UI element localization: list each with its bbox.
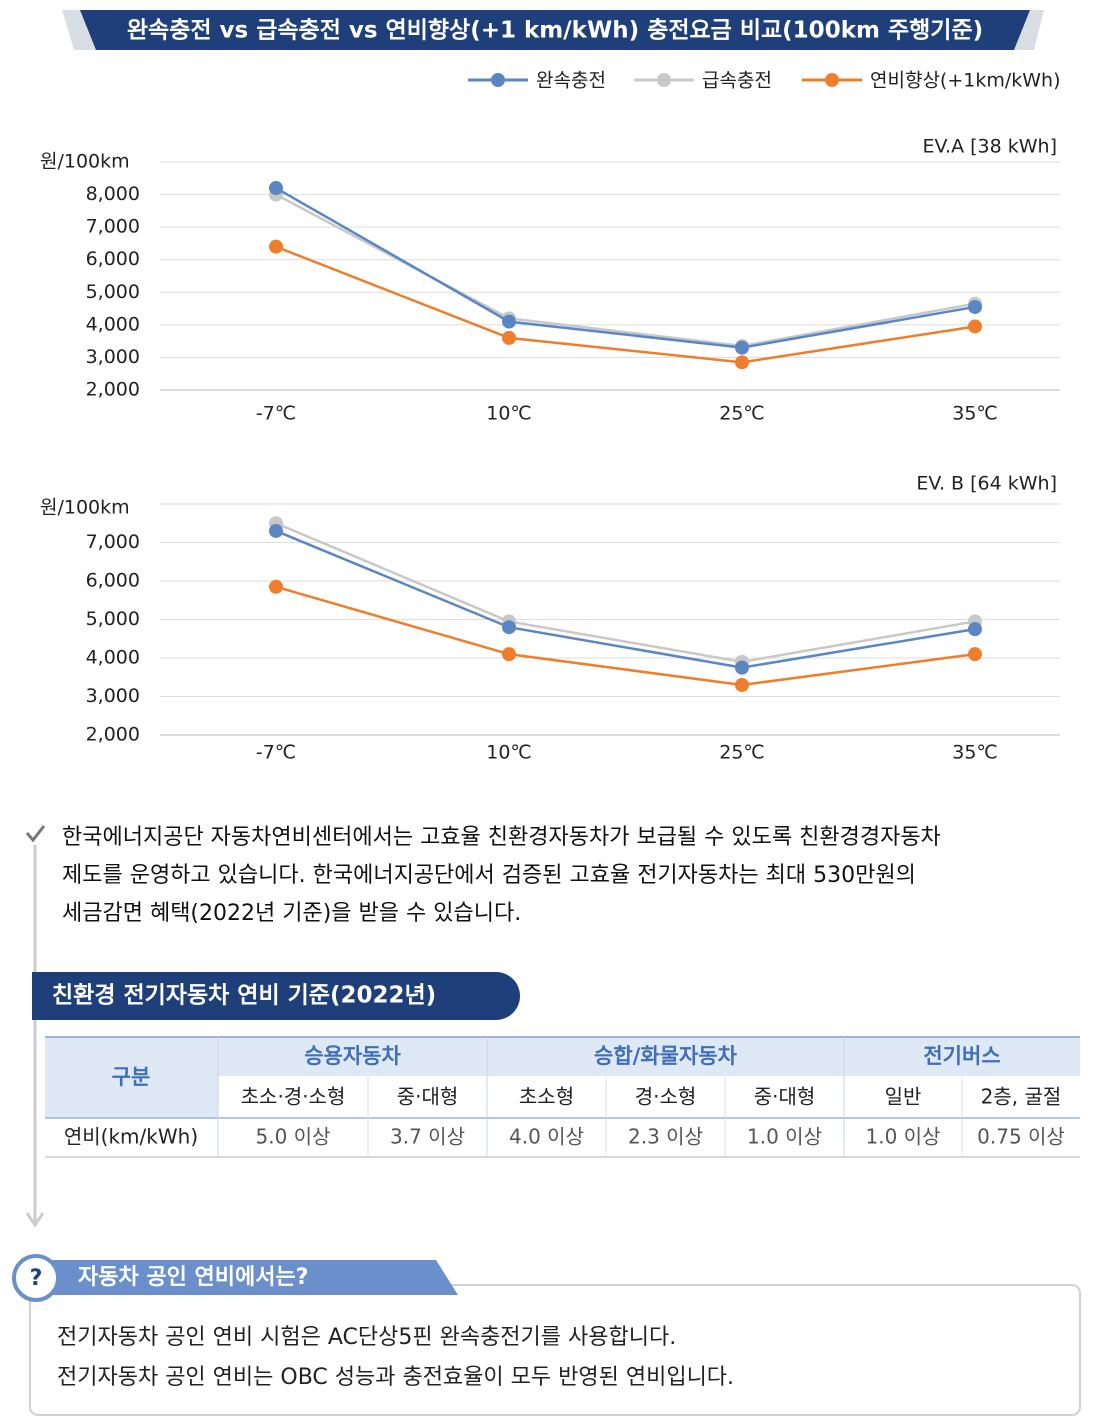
table-column: 중·대형 xyxy=(397,1085,459,1109)
y-tick-label: 5,000 xyxy=(86,608,140,630)
page-title: 완속충전 vs 급속충전 vs 연비향상(+1 km/kWh) 충전요금 비교(… xyxy=(127,18,983,44)
data-point xyxy=(269,239,283,254)
qa-line: 전기자동차 공인 연비는 OBC 성능과 충전효율이 모두 반영된 연비입니다. xyxy=(57,1365,734,1390)
notice-line: 제도를 운영하고 있습니다. 한국에너지공단에서 검증된 고효율 전기자동차는 … xyxy=(62,863,916,888)
table-column: 일반 xyxy=(885,1085,922,1109)
check-icon xyxy=(25,825,46,843)
table-column: 초소형 xyxy=(519,1085,574,1109)
table-cell: 4.0 이상 xyxy=(509,1125,584,1149)
qa-line: 전기자동차 공인 연비 시험은 AC단상5핀 완속충전기를 사용합니다. xyxy=(57,1325,676,1350)
y-tick-label: 7,000 xyxy=(86,216,140,238)
title-banner xyxy=(80,10,1030,50)
table-subheader-bg xyxy=(218,1078,1080,1118)
table-column: 중·대형 xyxy=(754,1085,816,1109)
data-point xyxy=(968,299,982,314)
y-tick-label: 8,000 xyxy=(86,183,140,205)
section-bar xyxy=(32,972,520,1020)
qa-box xyxy=(29,1284,1081,1416)
table-cell: 1.0 이상 xyxy=(866,1125,941,1149)
legend-label: 완속충전 xyxy=(536,70,606,92)
series-line xyxy=(275,193,976,348)
y-tick-label: 4,000 xyxy=(86,313,140,335)
chart-subtitle: EV. B [64 kWh] xyxy=(916,473,1057,495)
x-tick-label: 35℃ xyxy=(952,742,998,764)
table-group: 전기버스 xyxy=(923,1044,1000,1068)
x-tick-label: -7℃ xyxy=(256,403,296,425)
x-tick-label: 25℃ xyxy=(719,403,765,425)
data-point xyxy=(735,355,749,370)
legend-marker xyxy=(825,73,839,87)
axis-unit: 원/100km xyxy=(40,497,130,519)
data-point xyxy=(735,340,749,355)
table-cell: 2.3 이상 xyxy=(628,1125,703,1149)
qa-title: 자동차 공인 연비에서는? xyxy=(78,1265,308,1290)
table-column: 경·소형 xyxy=(635,1085,697,1109)
legend-marker xyxy=(657,73,671,87)
qa-icon-text: ? xyxy=(30,1266,43,1291)
data-point xyxy=(502,647,516,662)
data-point xyxy=(735,677,749,692)
guide-arrow xyxy=(25,1212,45,1228)
legend: 완속충전 급속충전 연비향상(+1km/kWh) xyxy=(468,70,1061,92)
y-tick-label: 3,000 xyxy=(86,346,140,368)
series-line xyxy=(275,529,976,669)
legend-label: 연비향상(+1km/kWh) xyxy=(870,70,1061,92)
table-group: 승용자동차 xyxy=(304,1044,401,1068)
table-cell: 5.0 이상 xyxy=(256,1125,331,1149)
legend-label: 급속충전 xyxy=(702,70,772,92)
data-point xyxy=(968,622,982,637)
x-tick-label: 25℃ xyxy=(719,742,765,764)
y-tick-label: 5,000 xyxy=(86,281,140,303)
table-group: 승합/화물자동차 xyxy=(594,1044,738,1068)
chart: 원/100km EV.A [38 kWh] 2,000 3,000 4,000 5,000… xyxy=(40,136,1060,425)
x-tick-label: 10℃ xyxy=(486,742,532,764)
table-column: 2층, 굴절 xyxy=(981,1085,1062,1109)
data-point xyxy=(502,330,516,345)
y-tick-label: 6,000 xyxy=(86,570,140,592)
notice-line: 세금감면 혜택(2022년 기준)을 받을 수 있습니다. xyxy=(62,901,521,926)
table-cell: 3.7 이상 xyxy=(390,1125,465,1149)
series-line xyxy=(275,245,976,364)
y-tick-label: 2,000 xyxy=(86,379,140,401)
data-point xyxy=(269,181,283,196)
data-point xyxy=(269,523,283,538)
legend-marker xyxy=(491,73,505,87)
x-tick-label: -7℃ xyxy=(256,742,296,764)
qa-icon xyxy=(12,1254,60,1302)
section-title: 친환경 전기자동차 연비 기준(2022년) xyxy=(52,983,436,1009)
y-tick-label: 3,000 xyxy=(86,685,140,707)
series-line xyxy=(275,522,976,664)
x-tick-label: 10℃ xyxy=(486,403,532,425)
data-point xyxy=(968,647,982,662)
table-column: 초소·경·소형 xyxy=(241,1085,346,1109)
series-line xyxy=(275,585,976,687)
y-tick-label: 7,000 xyxy=(86,531,140,553)
qa-banner xyxy=(35,1260,458,1295)
x-tick-label: 35℃ xyxy=(952,403,998,425)
data-point xyxy=(968,319,982,334)
y-tick-label: 2,000 xyxy=(86,724,140,746)
table-cell: 0.75 이상 xyxy=(977,1125,1065,1149)
series-line xyxy=(275,186,976,349)
table-corner: 구분 xyxy=(112,1065,151,1089)
y-tick-label: 6,000 xyxy=(86,248,140,270)
data-point xyxy=(269,579,283,594)
notice-line: 한국에너지공단 자동차연비센터에서는 고효율 친환경자동차가 보급될 수 있도록… xyxy=(62,825,941,850)
qa-text: 전기자동차 공인 연비 시험은 AC단상5핀 완속충전기를 사용합니다. 전기자동… xyxy=(57,1325,734,1390)
y-tick-label: 4,000 xyxy=(86,647,140,669)
chart: 원/100km EV. B [64 kWh] 2,000 3,000 4,000 5,00… xyxy=(40,473,1060,764)
table-cell: 1.0 이상 xyxy=(747,1125,822,1149)
data-point xyxy=(502,620,516,635)
axis-unit: 원/100km xyxy=(40,151,130,173)
data-point xyxy=(502,314,516,329)
chart-subtitle: EV.A [38 kWh] xyxy=(922,136,1057,158)
notice: 한국에너지공단 자동차연비센터에서는 고효율 친환경자동차가 보급될 수 있도록… xyxy=(62,825,941,926)
table-row-label: 연비(km/kWh) xyxy=(64,1125,198,1149)
data-point xyxy=(735,660,749,675)
